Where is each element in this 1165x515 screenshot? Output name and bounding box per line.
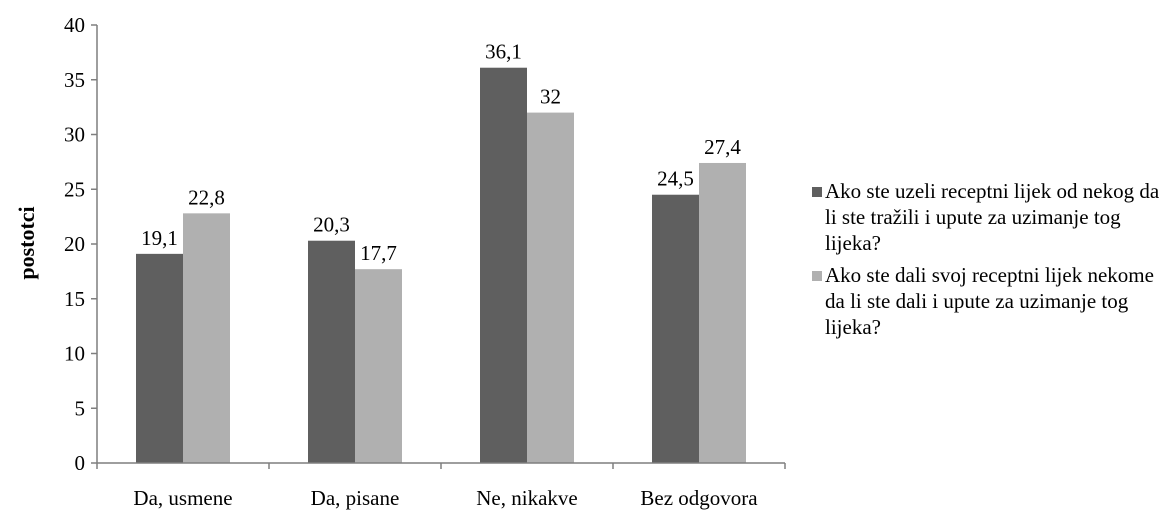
legend-label-series-1: Ako ste uzeli receptni lijek od nekog da…	[825, 179, 1160, 255]
y-axis-ticks: 0 5 10 15 20 25 30 35 40	[64, 13, 786, 475]
data-label-series-1: 24,5	[657, 167, 694, 191]
legend-swatch-series-1	[812, 187, 822, 197]
bar-series-2	[355, 269, 402, 463]
bar-series-2	[699, 162, 746, 463]
data-label-series-2: 32	[540, 85, 561, 109]
y-tick-label: 35	[64, 68, 85, 92]
category-labels: Da, usmene Da, pisane Ne, nikakve Bez odgov…	[133, 486, 758, 510]
y-tick-label: 40	[64, 13, 85, 37]
category-label: Da, pisane	[311, 486, 400, 510]
bar-series-2	[183, 213, 230, 463]
legend-label-series-2: Ako ste dali svoj receptni lijek nekome …	[825, 263, 1154, 339]
category-label: Bez odgovora	[640, 486, 758, 510]
y-tick-label: 25	[64, 177, 85, 201]
legend-item-series-2: Ako ste dali svoj receptni lijek nekome …	[812, 262, 1162, 340]
bar-series-1	[480, 67, 527, 463]
y-tick-label: 10	[64, 342, 85, 366]
bar-series-1	[308, 240, 355, 463]
data-label-series-2: 22,8	[188, 185, 225, 209]
legend-swatch-series-2	[812, 271, 822, 281]
y-tick-label: 5	[75, 396, 86, 420]
data-label-series-2: 17,7	[360, 241, 397, 265]
y-tick-label: 20	[64, 232, 85, 256]
legend-item-series-1: Ako ste uzeli receptni lijek od nekog da…	[812, 178, 1162, 256]
bar-series-2	[527, 112, 574, 463]
data-labels: 19,1 22,8 20,3 17,7 36,1 32 24,5 27,4	[141, 40, 741, 265]
bar-series-1	[652, 194, 699, 463]
data-label-series-1: 36,1	[485, 40, 522, 64]
bar-series-1	[136, 253, 183, 463]
y-tick-label: 0	[75, 451, 86, 475]
y-axis-label: postotci	[14, 206, 39, 279]
bars	[136, 67, 746, 463]
category-label: Da, usmene	[133, 486, 232, 510]
data-label-series-1: 20,3	[313, 213, 350, 237]
data-label-series-2: 27,4	[704, 135, 741, 159]
y-tick-label: 15	[64, 287, 85, 311]
data-label-series-1: 19,1	[141, 226, 178, 250]
y-tick-label: 30	[64, 123, 85, 147]
category-label: Ne, nikakve	[476, 486, 577, 510]
legend: Ako ste uzeli receptni lijek od nekog da…	[812, 178, 1162, 346]
